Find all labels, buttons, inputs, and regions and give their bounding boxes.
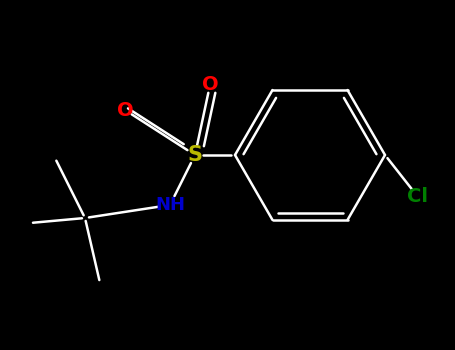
Text: O: O <box>116 100 133 119</box>
Text: S: S <box>187 145 202 165</box>
Text: NH: NH <box>155 196 185 214</box>
Text: Cl: Cl <box>408 188 429 206</box>
Text: O: O <box>202 76 218 94</box>
